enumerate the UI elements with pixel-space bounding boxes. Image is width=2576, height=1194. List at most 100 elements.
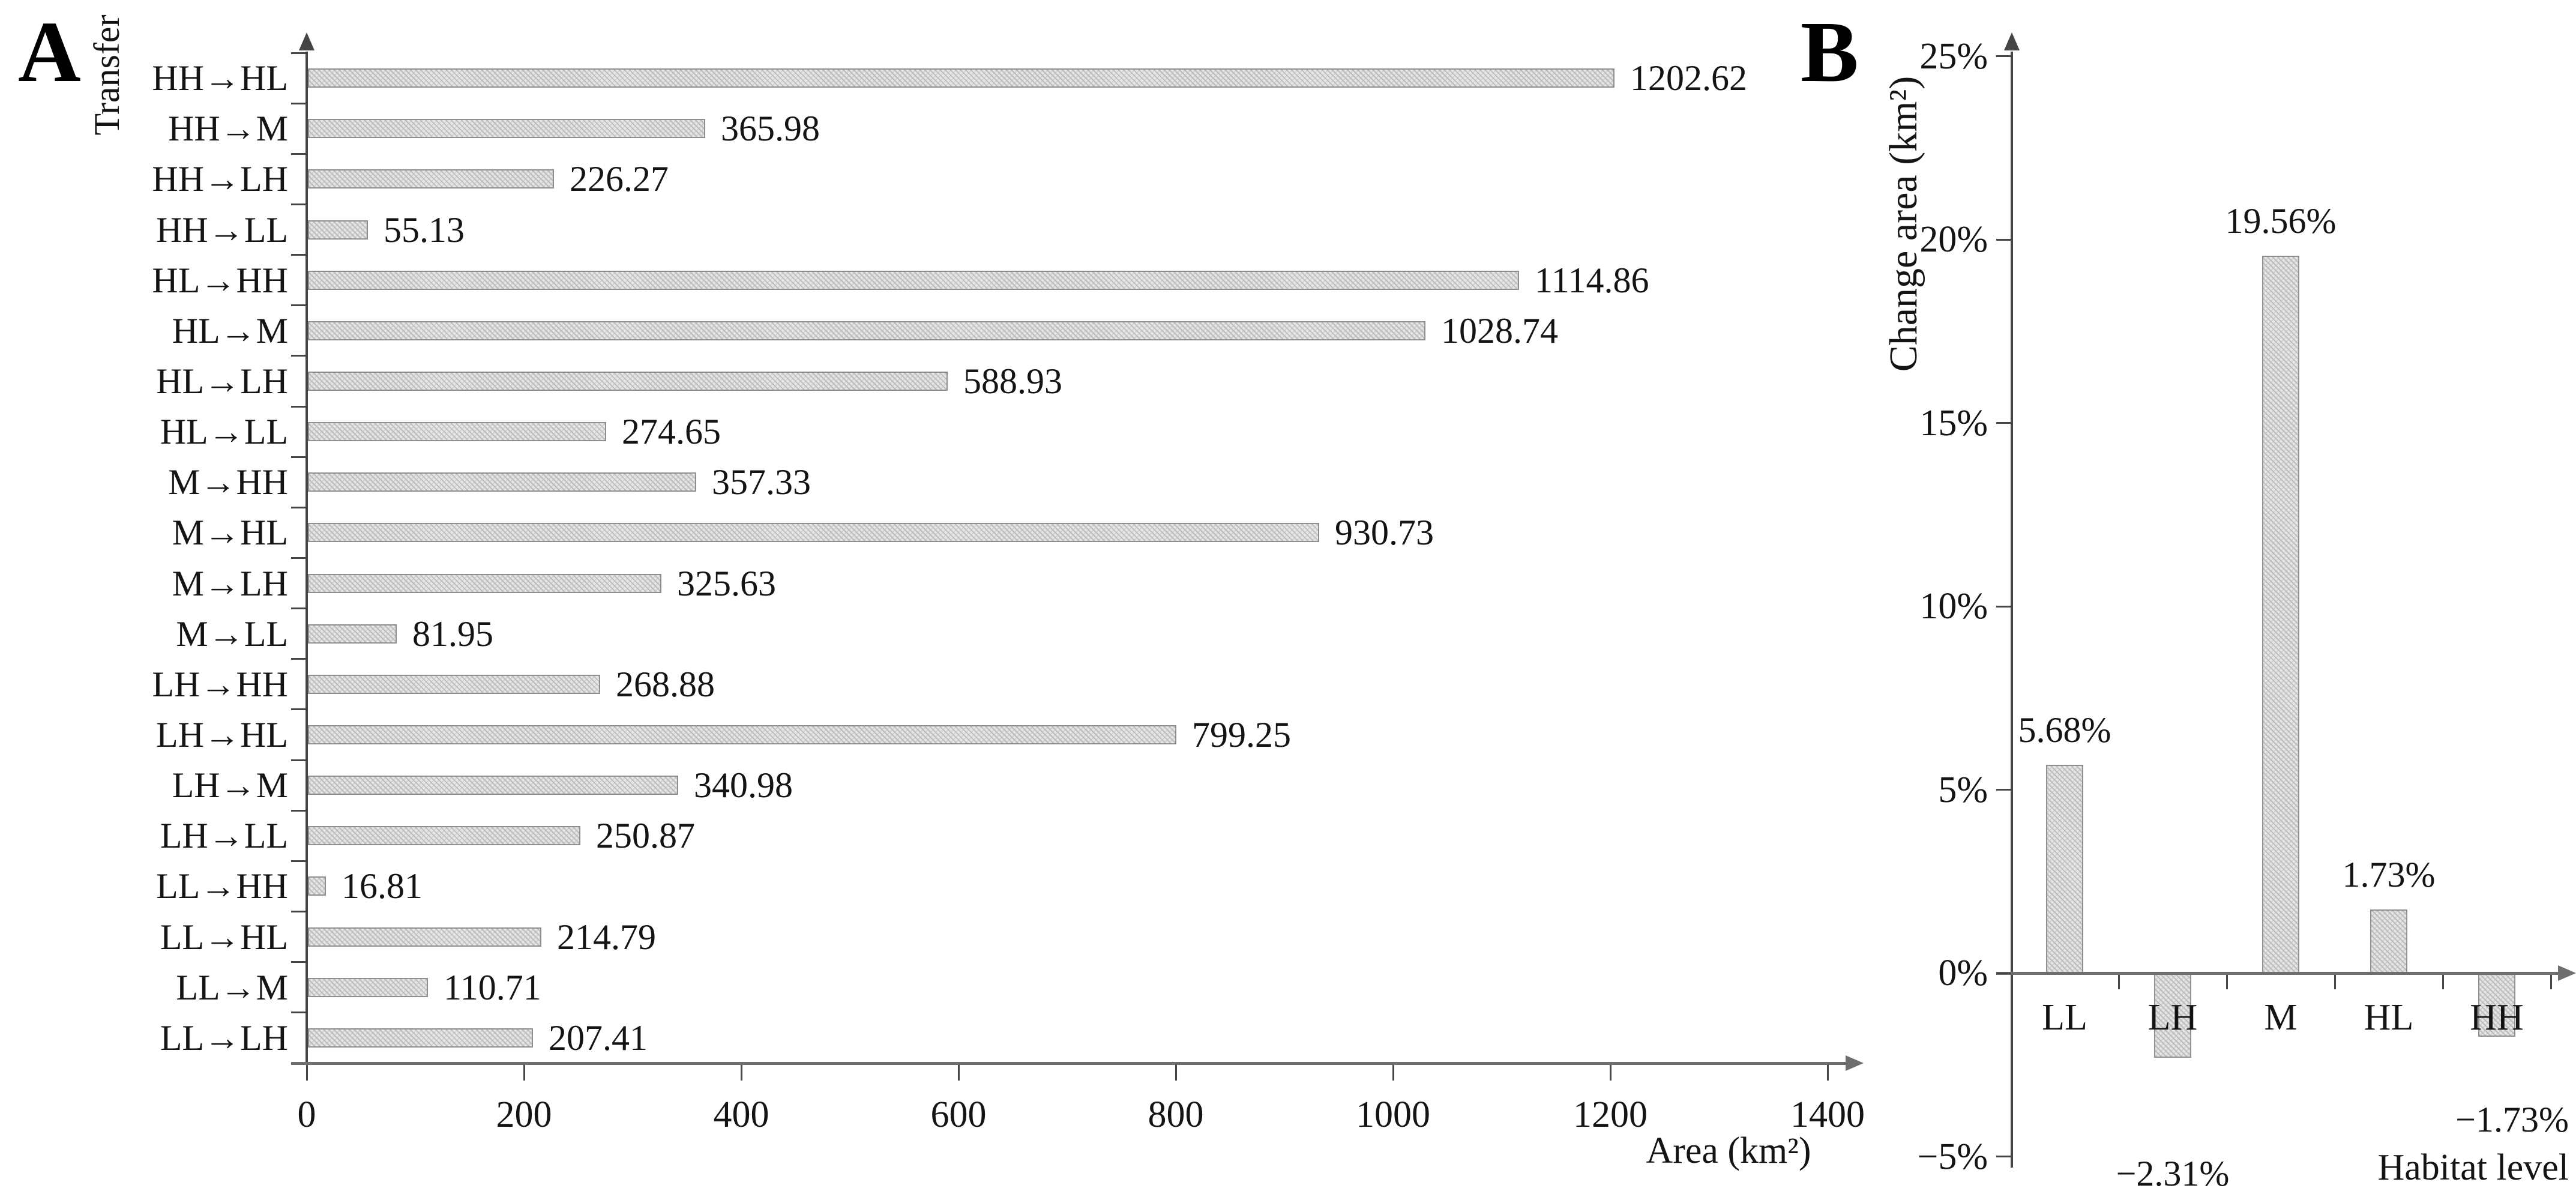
category-label: HH→M bbox=[167, 109, 288, 149]
panel-a-x-tick bbox=[740, 1065, 742, 1081]
bar bbox=[308, 624, 397, 644]
panel-a-y-tick bbox=[291, 708, 305, 711]
panel-a-y-tick bbox=[291, 152, 305, 155]
panel-a-y-tick bbox=[291, 860, 305, 862]
bar-value-label: 110.71 bbox=[444, 967, 541, 1007]
panel-a-x-tick bbox=[1392, 1065, 1394, 1081]
panel-a-x-tick bbox=[1175, 1065, 1177, 1081]
bar-value-label: 1.73% bbox=[2342, 855, 2436, 894]
bar bbox=[308, 119, 705, 139]
panel-a-x-tick bbox=[957, 1065, 960, 1081]
panel-a-y-tick bbox=[291, 102, 305, 104]
bar bbox=[308, 220, 368, 240]
bar-value-label: −2.31% bbox=[2116, 1154, 2230, 1193]
panel-b-y-tick bbox=[1996, 789, 2011, 791]
panel-b-y-tick-label: 25% bbox=[1919, 35, 1988, 77]
category-label: LL bbox=[2042, 997, 2087, 1038]
panel-a-x-tick-label: 200 bbox=[496, 1094, 552, 1135]
panel-a-y-tick bbox=[291, 759, 305, 761]
category-label: M→HL bbox=[172, 513, 288, 553]
panel-a-y-tick bbox=[291, 961, 305, 963]
bar-value-label: 19.56% bbox=[2225, 201, 2337, 241]
bar bbox=[2370, 909, 2407, 973]
panel-b-x-tick bbox=[2334, 975, 2336, 989]
bar-value-label: 250.87 bbox=[596, 816, 695, 856]
panel-b-y-axis-arrow-icon bbox=[2004, 32, 2020, 50]
panel-b-x-tick bbox=[2117, 975, 2120, 989]
category-label: M→LH bbox=[172, 563, 288, 603]
panel-a-y-tick bbox=[291, 506, 305, 508]
bar-value-label: 1202.62 bbox=[1630, 58, 1747, 98]
panel-a-y-tick bbox=[291, 405, 305, 408]
category-label: HH→HL bbox=[152, 58, 288, 98]
panel-a-y-tick bbox=[291, 355, 305, 357]
category-label: LL→HL bbox=[160, 917, 288, 957]
panel-b-label: B bbox=[1801, 4, 1859, 100]
bar-value-label: 274.65 bbox=[622, 412, 721, 452]
panel-a-x-axis-line bbox=[291, 1062, 1846, 1065]
panel-a-y-tick bbox=[291, 304, 305, 307]
panel-a-x-tick bbox=[1826, 1065, 1829, 1081]
panel-a-x-tick-label: 1200 bbox=[1573, 1094, 1648, 1135]
bar-value-label: 325.63 bbox=[677, 563, 776, 603]
panel-b-x-tick bbox=[2225, 975, 2228, 989]
panel-b-y-tick-label: 5% bbox=[1938, 769, 1988, 810]
bar-value-label: −1.73% bbox=[2455, 1100, 2569, 1139]
panel-b-y-tick-label: 10% bbox=[1919, 586, 1988, 627]
panel-b-y-tick bbox=[1996, 422, 2011, 424]
bar-value-label: 1028.74 bbox=[1441, 310, 1558, 351]
category-label: HL bbox=[2364, 997, 2414, 1038]
panel-b-x-axis-title: Habitat level bbox=[2377, 1147, 2569, 1188]
bar bbox=[308, 422, 606, 442]
category-label: HH→LL bbox=[156, 210, 288, 250]
category-label: LH→LL bbox=[160, 816, 288, 856]
panel-b-x-axis-arrow-icon bbox=[2558, 965, 2576, 981]
bar bbox=[308, 826, 580, 846]
panel-b-y-tick-label: 0% bbox=[1938, 953, 1988, 993]
bar bbox=[308, 169, 554, 189]
panel-a-x-tick-label: 400 bbox=[713, 1094, 769, 1135]
panel-a-y-tick bbox=[291, 1012, 305, 1014]
category-label: HL→LH bbox=[156, 361, 288, 401]
panel-a-x-tick-label: 800 bbox=[1148, 1094, 1204, 1135]
panel-a-x-tick-label: 1000 bbox=[1356, 1094, 1430, 1135]
category-label: LH→HL bbox=[156, 715, 288, 755]
bar bbox=[2046, 765, 2083, 973]
bar bbox=[308, 321, 1425, 340]
bar bbox=[308, 523, 1319, 543]
bar-value-label: 5.68% bbox=[2018, 710, 2111, 750]
panel-a-y-axis-line bbox=[305, 52, 308, 1063]
bar bbox=[308, 977, 428, 997]
bar bbox=[308, 472, 696, 492]
bar-value-label: 226.27 bbox=[570, 159, 669, 199]
panel-b-y-axis-line bbox=[2011, 52, 2013, 1168]
category-label: LH→HH bbox=[152, 664, 288, 704]
bar-value-label: 799.25 bbox=[1192, 715, 1291, 755]
panel-a-y-tick bbox=[291, 456, 305, 458]
panel-b-y-tick-label: 20% bbox=[1919, 219, 1988, 260]
panel-a-x-tick-label: 0 bbox=[297, 1094, 316, 1135]
panel-a-y-tick bbox=[291, 557, 305, 559]
bar-value-label: 207.41 bbox=[549, 1018, 648, 1058]
bar bbox=[2478, 973, 2515, 1037]
bar-value-label: 588.93 bbox=[963, 361, 1062, 401]
panel-a-x-tick bbox=[1609, 1065, 1612, 1081]
bar bbox=[308, 573, 661, 593]
category-label: LH→M bbox=[172, 765, 288, 806]
panel-b-y-tick bbox=[1996, 1156, 2011, 1157]
panel-a-y-axis-arrow-icon bbox=[299, 32, 314, 50]
bar bbox=[2262, 256, 2299, 973]
panel-b-x-tick bbox=[2442, 975, 2444, 989]
bar bbox=[308, 725, 1176, 745]
category-label: HL→M bbox=[172, 310, 288, 351]
panel-a-y-tick bbox=[291, 203, 305, 205]
panel-b-y-tick-label: −5% bbox=[1917, 1136, 1988, 1177]
category-label: M→LL bbox=[176, 614, 288, 654]
bar-value-label: 1114.86 bbox=[1535, 260, 1649, 300]
bar-value-label: 55.13 bbox=[384, 210, 465, 250]
panel-b-y-tick bbox=[1996, 238, 2011, 241]
bar-value-label: 340.98 bbox=[694, 765, 793, 806]
bar-value-label: 930.73 bbox=[1335, 513, 1434, 553]
category-label: HH bbox=[2470, 997, 2524, 1038]
